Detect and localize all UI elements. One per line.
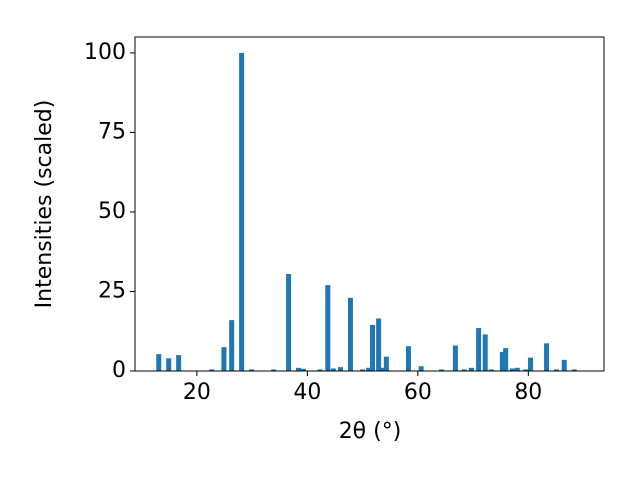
bar <box>452 345 458 371</box>
x-tick-label: 60 <box>404 380 432 405</box>
bar <box>209 369 215 371</box>
bar <box>383 356 389 371</box>
bar <box>418 366 424 371</box>
bar <box>166 358 172 371</box>
bar <box>544 343 550 371</box>
bar <box>482 334 488 371</box>
bar <box>509 368 515 371</box>
bar <box>300 368 306 371</box>
bar <box>370 324 376 371</box>
bar <box>330 368 336 371</box>
x-tick-label: 40 <box>293 380 321 405</box>
bar <box>376 318 382 371</box>
bar <box>286 273 292 371</box>
bar <box>229 320 235 371</box>
y-axis-label: Intensities (scaled) <box>32 100 57 309</box>
bar <box>553 369 559 371</box>
bar <box>571 369 577 371</box>
y-tick-label: 100 <box>84 40 126 65</box>
bar <box>156 354 162 371</box>
bar <box>239 52 245 372</box>
bar <box>249 369 255 371</box>
plot-frame <box>134 36 605 372</box>
bar <box>325 285 331 371</box>
bar <box>271 369 277 371</box>
bar <box>296 367 302 371</box>
bar <box>468 367 474 371</box>
bar <box>523 369 529 371</box>
bar <box>439 369 445 371</box>
bar <box>503 348 509 371</box>
bar <box>221 347 227 371</box>
bar <box>488 369 494 371</box>
bar <box>360 369 366 371</box>
bar <box>366 367 372 371</box>
bar <box>379 367 385 371</box>
bar <box>561 359 567 371</box>
bar <box>317 369 323 371</box>
x-axis-label: 2θ (°) <box>339 419 402 444</box>
x-tick-label: 80 <box>514 380 542 405</box>
y-tick-label: 50 <box>98 199 126 224</box>
bar <box>461 369 467 371</box>
bar <box>476 328 482 371</box>
x-tick-label: 20 <box>183 380 211 405</box>
y-tick-label: 25 <box>98 278 126 303</box>
y-tick-label: 75 <box>98 119 126 144</box>
bar <box>405 346 411 371</box>
bar <box>528 357 534 371</box>
bar <box>514 367 520 371</box>
y-tick-label: 0 <box>112 358 126 383</box>
bar <box>499 351 505 371</box>
bar <box>337 367 343 371</box>
bar <box>176 355 182 371</box>
bar <box>347 297 353 371</box>
